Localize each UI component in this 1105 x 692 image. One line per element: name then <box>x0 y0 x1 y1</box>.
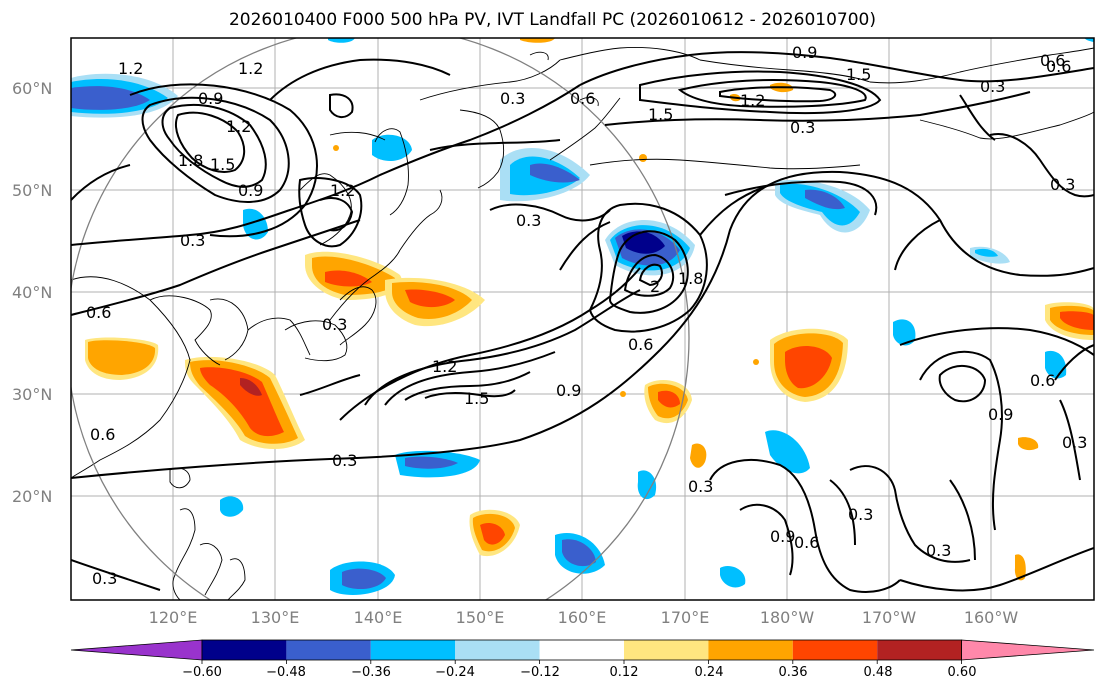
colorbar-cells <box>70 639 1095 664</box>
contour-label: 0.3 <box>1062 433 1087 452</box>
contour-label: 0.6 <box>1040 51 1065 70</box>
contour-label: 1.2 <box>238 59 263 78</box>
contour-label: 0.9 <box>770 527 795 546</box>
colorbar-cell <box>455 640 540 660</box>
contour-label: 0.3 <box>500 89 525 108</box>
contour-label: 0.6 <box>628 335 653 354</box>
contour-label: 0.9 <box>238 181 263 200</box>
contour-label: 0.9 <box>198 89 223 108</box>
colorbar-tick: 0.60 <box>948 665 977 680</box>
ivt-positive-anomalies <box>85 38 1094 581</box>
contour-label: 1.2 <box>740 91 765 110</box>
lat-label: 40°N <box>12 283 52 302</box>
longitude-labels: 120°E 130°E 140°E 150°E 160°E 170°E 180°… <box>149 608 1019 627</box>
contour-label: 0.3 <box>1050 175 1075 194</box>
colorbar-ticklabels: −0.60 −0.48 −0.36 −0.24 −0.12 0.12 0.24 … <box>182 665 976 680</box>
lat-label: 60°N <box>12 79 52 98</box>
colorbar-cell <box>624 640 709 660</box>
colorbar-tick: −0.24 <box>435 665 475 680</box>
contour-label: 1.2 <box>226 117 251 136</box>
contour-label: 1.5 <box>846 65 871 84</box>
contour-label: 0.3 <box>332 451 357 470</box>
lon-label: 180°W <box>760 608 815 627</box>
contour-label: 1.8 <box>178 151 203 170</box>
lon-label: 150°E <box>456 608 505 627</box>
colorbar-tick: 0.24 <box>695 665 724 680</box>
radius-circle <box>71 38 690 600</box>
contour-label: 0.6 <box>1046 57 1071 76</box>
colorbar-tick: −0.36 <box>351 665 391 680</box>
colorbar-tick: −0.60 <box>182 665 222 680</box>
contour-label: 0.3 <box>980 77 1005 96</box>
contour-label: 0.6 <box>570 89 595 108</box>
lon-label: 170°E <box>661 608 710 627</box>
colorbar-tick: 0.12 <box>610 665 639 680</box>
contour-label: 0.6 <box>1030 371 1055 390</box>
lon-label: 160°E <box>558 608 607 627</box>
map-frame <box>70 37 1095 601</box>
colorbar-tick: −0.48 <box>266 665 306 680</box>
colorbar: −0.60 −0.48 −0.36 −0.24 −0.12 0.12 0.24 … <box>70 639 1095 680</box>
colorbar-tick: 0.36 <box>779 665 808 680</box>
lat-label: 30°N <box>12 385 52 404</box>
lon-label: 140°E <box>354 608 403 627</box>
contour-label: 1.5 <box>648 105 673 124</box>
coastlines <box>71 47 1094 600</box>
lat-label: 20°N <box>12 487 52 506</box>
colorbar-cell <box>370 640 456 660</box>
contour-label: 0.3 <box>322 315 347 334</box>
colorbar-cell <box>539 640 624 660</box>
lon-label: 130°E <box>251 608 300 627</box>
contour-label: 0.6 <box>90 425 115 444</box>
graticule <box>71 38 1094 600</box>
contour-label: 1.8 <box>678 269 703 288</box>
colorbar-tick: −0.12 <box>520 665 560 680</box>
contour-label: 1.2 <box>432 357 457 376</box>
contour-label: 0.3 <box>180 231 205 250</box>
contour-label: 0.3 <box>92 569 117 588</box>
contour-label: 1.2 <box>330 181 355 200</box>
colorbar-extend-max <box>961 639 1095 661</box>
colorbar-extend-min <box>70 639 203 661</box>
contour-label: 1.5 <box>210 155 235 174</box>
lon-label: 170°W <box>862 608 917 627</box>
colorbar-cell <box>202 640 287 660</box>
colorbar-cell <box>286 640 371 660</box>
colorbar-frame <box>201 639 962 661</box>
lon-label: 120°E <box>149 608 198 627</box>
contour-label: 0.9 <box>556 381 581 400</box>
map-title: 2026010400 F000 500 hPa PV, IVT Landfall… <box>228 10 876 30</box>
contour-label: 0.9 <box>988 405 1013 424</box>
contour-label: 1.5 <box>464 389 489 408</box>
lat-label: 50°N <box>12 181 52 200</box>
colorbar-tick: 0.48 <box>864 665 893 680</box>
contour-label: 0.6 <box>794 533 819 552</box>
colorbar-cell <box>792 640 878 660</box>
lon-label: 160°W <box>964 608 1019 627</box>
contour-label: 1.2 <box>118 59 143 78</box>
contour-label: 0.3 <box>926 541 951 560</box>
contour-label: 0.3 <box>848 505 873 524</box>
contour-label: 2 <box>650 277 660 296</box>
contour-label: 0.6 <box>86 303 111 322</box>
latitude-labels: 60°N 50°N 40°N 30°N 20°N <box>12 79 52 506</box>
contour-label: 0.9 <box>792 43 817 62</box>
colorbar-cell <box>877 640 962 660</box>
colorbar-cell <box>708 640 793 660</box>
map-area: 1.2 1.2 0.9 1.2 1.8 1.5 0.9 1.2 0.3 0.6 … <box>71 38 1094 600</box>
contour-labels: 1.2 1.2 0.9 1.2 1.8 1.5 0.9 1.2 0.3 0.6 … <box>86 43 1087 588</box>
pv-contours <box>71 51 1094 593</box>
contour-label: 0.3 <box>790 118 815 137</box>
contour-label: 0.3 <box>688 477 713 496</box>
contour-label: 0.3 <box>516 211 541 230</box>
